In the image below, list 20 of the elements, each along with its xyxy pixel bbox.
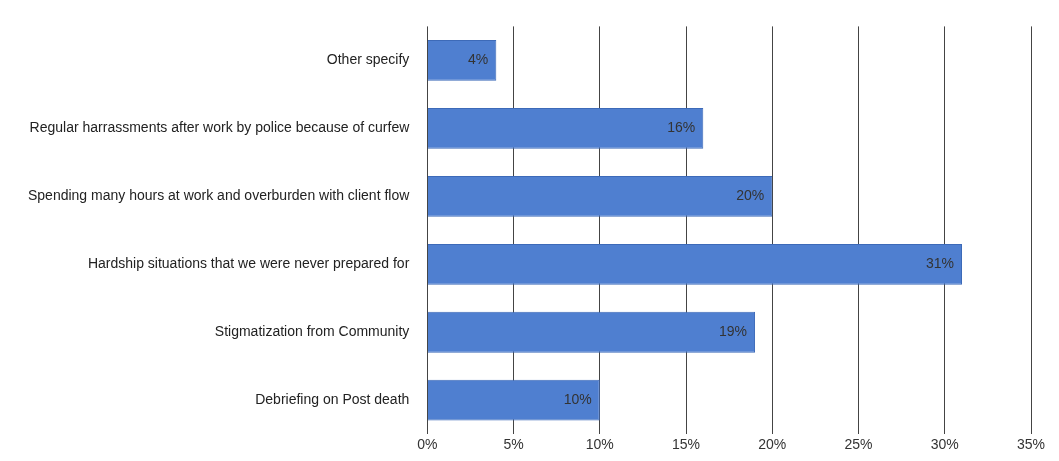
x-tick-label: 25% [844, 436, 873, 453]
x-tick-label: 10% [585, 436, 614, 453]
x-tick-label: 15% [672, 436, 701, 453]
x-tick-label: 30% [930, 436, 959, 453]
data-label: 19% [719, 323, 748, 340]
y-tick-label: Regular harrassments after work by police because of curfew [29, 119, 411, 136]
x-tick-label: 20% [758, 436, 787, 453]
y-tick-label: Hardship situations that we were never prepared for [87, 255, 410, 272]
x-tick-label: 0% [417, 436, 438, 453]
y-tick-label: Stigmatization from Community [214, 323, 410, 340]
data-label: 4% [468, 51, 489, 68]
data-label: 31% [925, 255, 955, 272]
x-tick-label: 5% [503, 436, 524, 453]
y-tick-label: Other specify [326, 51, 410, 68]
y-tick-label: Debriefing on Post death [255, 391, 410, 408]
data-label: 16% [667, 119, 696, 136]
data-label: 20% [736, 187, 765, 204]
x-tick-label: 35% [1016, 436, 1046, 453]
data-label: 10% [563, 391, 592, 408]
y-tick-label: Spending many hours at work and overburden with client flow [27, 187, 411, 204]
